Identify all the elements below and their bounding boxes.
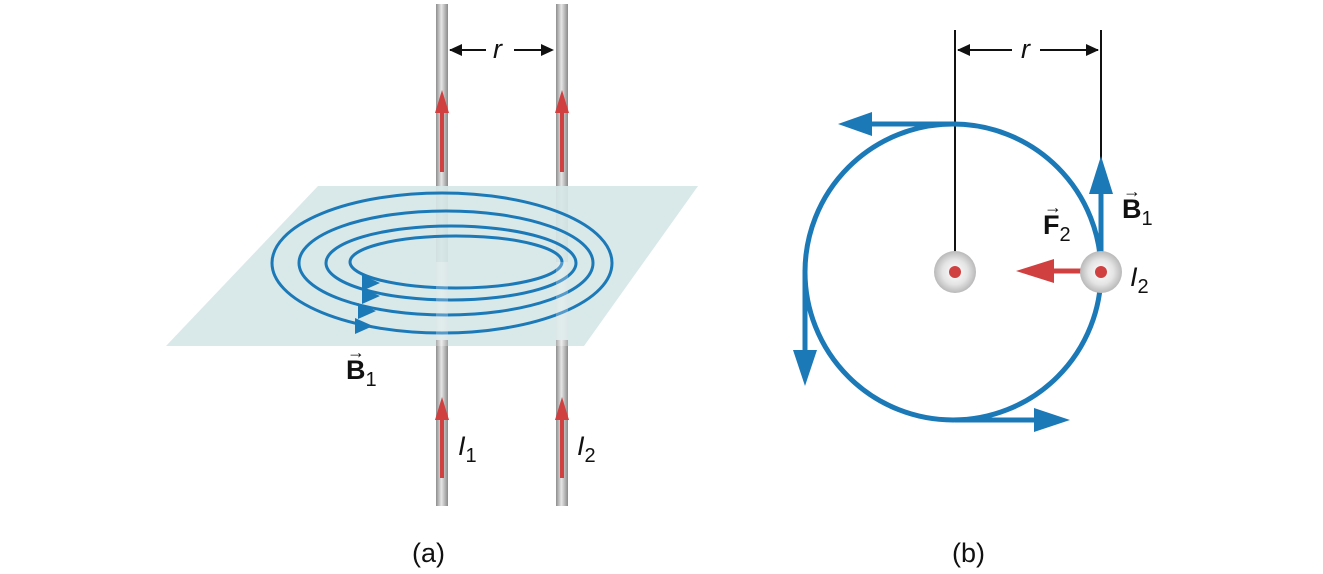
current-1-upper-arrowhead	[435, 90, 449, 113]
current-label-2-a-sub: 2	[584, 445, 596, 467]
field-loop-4	[270, 191, 614, 335]
wire-1-current-dot	[949, 266, 961, 278]
field-label-a-sub: 1	[365, 369, 377, 391]
current-label-2-a-base: I	[577, 431, 585, 461]
field-arrowhead-2	[362, 288, 380, 304]
field-lines-a	[270, 191, 614, 335]
wire-2-end-view	[1080, 251, 1122, 293]
current-label-1-base: I	[458, 431, 466, 461]
field-arrow-top-head	[838, 112, 872, 136]
distance-arrowhead-right-a	[541, 44, 554, 56]
distance-arrowhead-right-b	[1086, 44, 1099, 56]
force-label-b-sub: 2	[1059, 224, 1071, 246]
field-arrow-left-head	[793, 350, 817, 386]
force-arrow-head	[1016, 259, 1054, 283]
wire-2-through-plane	[556, 262, 568, 346]
field-arrow-bottom-head	[1034, 408, 1070, 432]
field-arrow-b1-head	[1089, 156, 1113, 194]
force-label-b-base: F	[1043, 198, 1061, 239]
caption-a: (a)	[412, 538, 445, 568]
panel-a	[166, 4, 698, 506]
distance-marker-a	[449, 44, 554, 56]
current-2-lower-arrowhead	[555, 397, 569, 420]
field-loop-1	[348, 234, 564, 290]
field-label-b-sub: 1	[1141, 208, 1153, 230]
distance-marker-b	[957, 44, 1099, 56]
current-label-2-a: I2	[577, 431, 596, 467]
field-label-a: B1	[346, 343, 377, 390]
field-arrowheads-a	[355, 275, 380, 334]
field-label-b: B1	[1122, 182, 1153, 229]
wire-1-through-plane	[436, 262, 448, 346]
distance-label-b: r	[1021, 34, 1030, 64]
distance-arrowhead-left-a	[449, 44, 462, 56]
current-2-upper-arrowhead	[555, 90, 569, 113]
caption-b: (b)	[952, 538, 985, 568]
panel-b	[793, 30, 1122, 432]
current-1-lower-arrowhead	[435, 397, 449, 420]
field-arrowhead-3	[358, 303, 376, 319]
force-label-b: F2	[1043, 198, 1071, 245]
current-label-2-b-sub: 2	[1137, 276, 1149, 298]
current-label-1: I1	[458, 431, 477, 467]
force-arrow-f2	[1016, 259, 1085, 283]
field-label-b-base: B	[1122, 182, 1142, 223]
current-label-2-b: I2	[1130, 262, 1149, 298]
field-arrowhead-1	[362, 275, 380, 291]
field-loop-2	[324, 224, 578, 302]
distance-label-a: r	[493, 34, 502, 64]
current-arrows-a	[435, 90, 569, 478]
field-loop-3	[297, 209, 595, 317]
field-arrowhead-4	[355, 318, 373, 334]
current-label-1-sub: 1	[465, 445, 477, 467]
wire-2-current-dot	[1095, 266, 1107, 278]
wire-1-end-view	[934, 251, 976, 293]
distance-arrowhead-left-b	[957, 44, 970, 56]
current-label-2-b-base: I	[1130, 262, 1138, 292]
field-label-a-base: B	[346, 343, 366, 384]
field-arrows-b	[793, 112, 1113, 432]
